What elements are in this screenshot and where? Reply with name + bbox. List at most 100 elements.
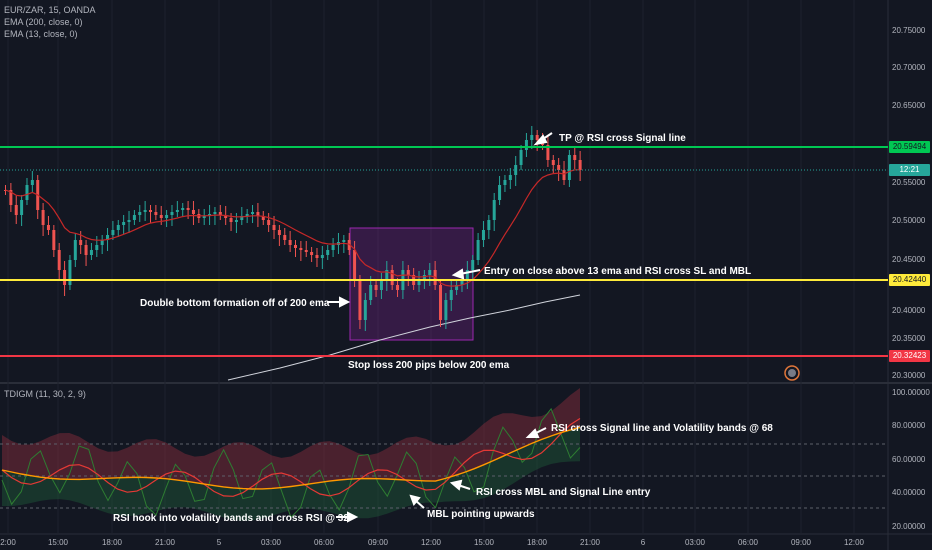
indicator-label: 40.00000: [892, 488, 926, 497]
rsi-mbl-arrowhead: [449, 479, 463, 491]
lower-volatility-band: [2, 427, 580, 521]
double-bottom-arrowhead: [339, 296, 351, 308]
candles: [4, 126, 582, 331]
candle-body: [508, 175, 512, 180]
candle-body: [272, 225, 276, 230]
candle-body: [95, 245, 99, 250]
upper-volatility-band: [2, 388, 580, 489]
candle-body: [519, 150, 523, 165]
candle-body: [46, 225, 50, 230]
candle-body: [288, 240, 292, 245]
annotation-arrows: [327, 132, 553, 523]
time-label: 09:00: [791, 538, 812, 547]
candle-body: [20, 200, 24, 215]
ema200-line: [227, 294, 581, 381]
candle-body: [30, 180, 34, 185]
ema200-legend[interactable]: EMA (200, close, 0): [4, 17, 83, 27]
indicator-legend[interactable]: TDIGM (11, 30, 2, 9): [4, 389, 86, 399]
candle-body: [175, 210, 179, 212]
candle-body: [89, 250, 93, 255]
tp-arrowhead: [533, 134, 548, 146]
candle-body: [106, 235, 110, 240]
double-bottom-rectangle[interactable]: [349, 227, 474, 341]
candle-body: [251, 212, 255, 214]
candle-body: [68, 260, 72, 285]
candle-body: [428, 270, 432, 275]
go-to-realtime-icon[interactable]: [784, 365, 800, 381]
time-label: 15:00: [474, 538, 495, 547]
indicator-label: 100.00000: [892, 388, 930, 397]
candle-body: [422, 275, 426, 280]
time-label: 03:00: [685, 538, 706, 547]
time-label: 06:00: [738, 538, 759, 547]
ema13-line: [5, 169, 581, 287]
candle-body: [202, 216, 206, 218]
candle-body: [256, 212, 260, 216]
candle-body: [277, 230, 281, 235]
candle-body: [374, 285, 378, 290]
time-label: 18:00: [102, 538, 123, 547]
time-label: 2:00: [0, 538, 16, 547]
candle-body: [358, 280, 362, 320]
candle-body: [234, 220, 238, 222]
time-label: 15:00: [48, 538, 69, 547]
candle-body: [261, 216, 265, 220]
candle-body: [79, 240, 83, 245]
time-label: 09:00: [368, 538, 389, 547]
candle-body: [524, 140, 528, 150]
candle-body: [191, 210, 195, 214]
candle-body: [186, 208, 190, 210]
time-label: 5: [217, 538, 222, 547]
rsi-hook-note: RSI hook into volatility bands and cross…: [113, 513, 349, 524]
price-axis-labels: 20.75000 20.70000 20.65000 20.55000 20.5…: [892, 26, 926, 380]
candle-body: [396, 285, 400, 290]
price-label: 20.50000: [892, 216, 926, 225]
time-axis-labels: 2:00 15:00 18:00 21:00 5 03:00 06:00 09:…: [0, 538, 864, 547]
time-label: 6: [641, 538, 646, 547]
stop-loss-price-tag: 20.32423: [889, 350, 930, 362]
candle-body: [514, 165, 518, 175]
candle-body: [481, 230, 485, 240]
mbl-up-note: MBL pointing upwards: [427, 509, 535, 520]
mbl-line: [1, 426, 581, 490]
price-label: 20.75000: [892, 26, 926, 35]
candle-body: [165, 215, 169, 218]
candle-body: [213, 212, 217, 214]
rsi-mbl-note: RSI cross MBL and Signal Line entry: [476, 487, 651, 498]
candle-body: [9, 190, 13, 205]
double-bottom-note: Double bottom formation off of 200 ema: [140, 298, 330, 309]
price-label: 20.35000: [892, 334, 926, 343]
candle-body: [229, 218, 233, 222]
candle-body: [562, 170, 566, 180]
candle-body: [170, 212, 174, 215]
candle-body: [492, 200, 496, 220]
candle-body: [369, 285, 373, 300]
time-label: 12:00: [421, 538, 442, 547]
candle-body: [127, 220, 131, 222]
candle-body: [41, 210, 45, 225]
price-label: 20.65000: [892, 101, 926, 110]
price-label: 20.40000: [892, 306, 926, 315]
candle-body: [84, 245, 88, 255]
time-label: 21:00: [580, 538, 601, 547]
time-label: 06:00: [314, 538, 335, 547]
candle-body: [149, 210, 152, 212]
indicator-label: 80.00000: [892, 421, 926, 430]
candle-body: [116, 225, 120, 230]
candle-body: [487, 220, 491, 230]
candle-body: [63, 270, 67, 285]
candle-body: [449, 290, 453, 300]
ema13-legend[interactable]: EMA (13, close, 0): [4, 29, 78, 39]
countdown-tag: 12:21: [889, 164, 930, 176]
candle-body: [245, 214, 249, 216]
candle-body: [406, 270, 410, 275]
indicator-axis-labels: 100.00000 80.00000 60.00000 40.00000 20.…: [892, 388, 930, 531]
candle-body: [154, 212, 158, 215]
candle-body: [535, 135, 539, 140]
symbol-legend[interactable]: EUR/ZAR, 15, OANDA: [4, 5, 96, 15]
candle-body: [181, 208, 185, 210]
candle-body: [557, 165, 561, 170]
candle-body: [52, 230, 56, 250]
candle-body: [299, 248, 303, 250]
